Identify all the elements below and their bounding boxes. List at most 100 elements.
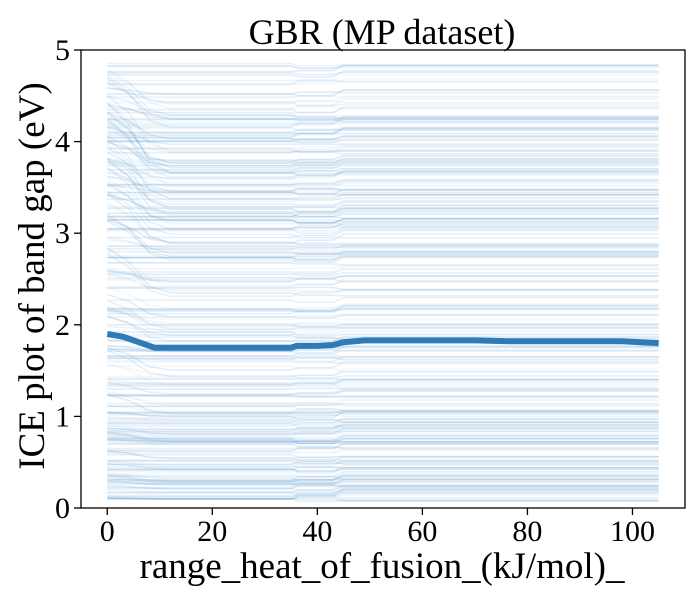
x-tick-label: 20 [197, 515, 227, 548]
ice-line [107, 270, 659, 277]
ice-line [107, 117, 659, 122]
ice-line [106, 216, 659, 256]
ice-line [107, 246, 659, 250]
ice-line [106, 128, 659, 164]
ice-line [107, 478, 659, 489]
ice-line [107, 293, 659, 319]
ice-line [107, 255, 659, 264]
ice-line [107, 90, 659, 96]
ice-line [107, 215, 659, 223]
ice-line [107, 218, 659, 225]
ice-line [107, 437, 659, 443]
ice-line [107, 271, 659, 279]
ice-line [107, 273, 659, 292]
ice-line [107, 225, 659, 232]
ice-line [107, 95, 659, 118]
ice-line [107, 485, 659, 491]
ice-line [107, 379, 659, 386]
ice-line [107, 137, 659, 145]
ice-line [107, 326, 659, 331]
ice-line [107, 418, 659, 424]
ice-line [107, 411, 659, 420]
ice-line [107, 345, 659, 357]
ice-line [107, 449, 659, 454]
ice-line [107, 498, 659, 503]
ice-line [106, 69, 659, 110]
ice-line [107, 450, 659, 462]
ice-line [107, 381, 659, 384]
ice-line [107, 153, 659, 163]
ice-line [107, 236, 659, 254]
ice-line [107, 411, 659, 418]
ice-line [107, 141, 659, 167]
ice-line [107, 64, 659, 73]
ice-line [107, 308, 659, 313]
ice-line [107, 103, 659, 123]
ice-line [107, 437, 659, 443]
ice-line [107, 229, 659, 239]
ice-line [107, 484, 659, 493]
ice-line [107, 185, 659, 191]
ice-line [107, 313, 659, 318]
ice-line [107, 122, 659, 126]
ice-line [107, 127, 659, 132]
ice-line [107, 86, 659, 107]
ice-line [107, 251, 659, 255]
ice-line [107, 427, 659, 435]
x-tick-label: 100 [610, 515, 655, 548]
ice-line [106, 168, 659, 206]
y-tick-label: 2 [55, 309, 70, 342]
ice-line [106, 247, 659, 286]
ice-line [107, 194, 659, 214]
y-tick-label: 1 [55, 400, 70, 433]
ice-line [107, 346, 659, 371]
ice-line [107, 464, 659, 473]
ice-line [107, 87, 659, 97]
ice-line [107, 287, 659, 310]
ice-line [107, 431, 659, 445]
ice-line [107, 62, 659, 67]
ice-line [107, 355, 659, 361]
ice-line [107, 238, 659, 251]
ice-line [107, 166, 659, 172]
ice-line [107, 387, 659, 390]
ice-line [107, 188, 659, 196]
ice-line [107, 427, 659, 438]
ice-line [107, 438, 659, 446]
ice-line [107, 431, 659, 435]
ice-line [107, 208, 659, 218]
ice-line [107, 161, 659, 172]
ice-line [107, 89, 659, 95]
ice-line [107, 475, 659, 483]
ice-line [107, 429, 659, 436]
ice-line [107, 300, 659, 330]
ice-line [107, 344, 659, 352]
ice-line [107, 413, 659, 417]
ice-line [107, 474, 659, 486]
ice-line [107, 476, 659, 484]
ice-line [107, 471, 659, 478]
ice-line [107, 484, 659, 490]
ice-line [107, 362, 659, 386]
average-line [106, 331, 659, 351]
ice-line [107, 127, 659, 134]
ice-line [107, 497, 659, 502]
ice-line [107, 488, 659, 494]
ice-line [107, 308, 659, 328]
ice-line [107, 116, 659, 127]
ice-line [107, 106, 659, 111]
ice-line [107, 255, 659, 262]
ice-line [107, 346, 659, 352]
average-line-group [106, 331, 659, 351]
ice-line [107, 191, 659, 196]
ice-line [107, 381, 659, 395]
ice-line [107, 184, 659, 196]
ice-line [107, 303, 659, 310]
ice-line [107, 308, 659, 326]
ice-line [107, 407, 659, 413]
ice-line [107, 453, 659, 458]
ice-line [107, 433, 659, 440]
ice-line [107, 472, 659, 481]
ice-line [106, 202, 659, 245]
ice-line [107, 268, 659, 276]
